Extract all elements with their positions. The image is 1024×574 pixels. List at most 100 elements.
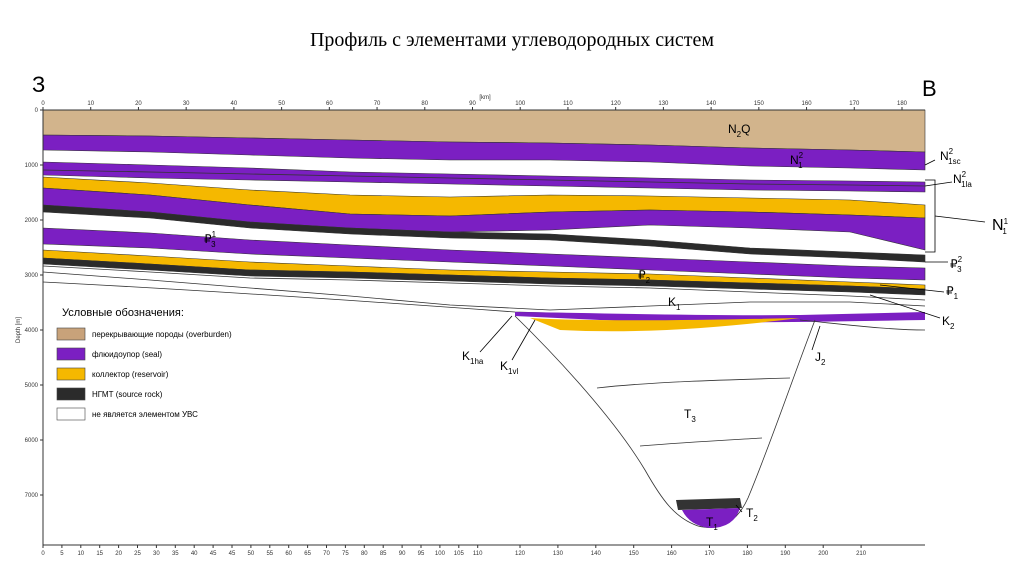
bottom-tick-label: 180 (742, 551, 753, 557)
layer-label: T1 (706, 515, 718, 532)
bottom-tick-label: 40 (191, 551, 198, 557)
bottom-tick-label: 75 (342, 551, 349, 557)
top-tick-label: 30 (183, 101, 190, 107)
label-sup: 2 (958, 255, 963, 264)
bottom-tick-label: 30 (153, 551, 160, 557)
layer-label: K2 (942, 314, 955, 331)
layer (515, 312, 925, 323)
label-main: K (500, 359, 508, 373)
bottom-tick-label: 50 (248, 551, 255, 557)
label-sup: 2 (962, 170, 967, 179)
layer-label: N2 1 (790, 151, 804, 170)
boundary (42, 265, 926, 301)
label-main: K (942, 314, 950, 328)
bottom-tick-label: 5 (60, 551, 64, 557)
top-tick-label: 130 (658, 101, 669, 107)
label-main: K (462, 349, 470, 363)
depth-tick-label: 0 (35, 108, 39, 114)
layer-label: N2 1la (953, 170, 972, 189)
label-main: T (684, 407, 692, 421)
bottom-tick-label: 65 (304, 551, 311, 557)
label-main: T (706, 515, 714, 529)
label-sub: 1 (676, 303, 681, 312)
legend: Условные обозначения: перекрывающие поро… (56, 307, 232, 421)
label-main: ₽ (204, 232, 212, 246)
label-sub: 1vl (508, 367, 518, 376)
label-sub: 1sc (948, 157, 960, 166)
depth-tick-label: 4000 (25, 328, 39, 334)
depth-tick-label: 3000 (25, 273, 39, 279)
top-tick-label: 180 (897, 101, 908, 107)
legend-swatch (56, 347, 86, 361)
layer (42, 257, 926, 296)
legend-item: не является элементом УВС (92, 410, 198, 419)
bottom-tick-label: 130 (553, 551, 564, 557)
top-tick-label: 80 (421, 101, 428, 107)
legend-item: коллектор (reservoir) (92, 370, 169, 379)
layer-label: ₽2 (638, 268, 651, 285)
layer-label: K1 (668, 295, 681, 312)
label-main: T (746, 506, 754, 520)
bottom-tick-label: 190 (780, 551, 791, 557)
bottom-tick-label: 170 (704, 551, 715, 557)
legend-item: перекрывающие породы (overburden) (92, 330, 232, 339)
label-main: K (668, 295, 676, 309)
top-tick-label: 110 (563, 101, 573, 107)
top-tick-label: 160 (802, 101, 813, 107)
boundary (42, 169, 926, 187)
x-unit: [km] (479, 95, 491, 101)
label-main: J (815, 350, 821, 364)
bottom-tick-label: 80 (361, 551, 368, 557)
bottom-tick-label: 25 (134, 551, 141, 557)
top-tick-label: 100 (515, 101, 526, 107)
top-tick-label: 170 (849, 101, 860, 107)
top-tick-label: 90 (469, 101, 476, 107)
bottom-tick-label: 70 (323, 551, 330, 557)
depth-tick-label: 1000 (25, 163, 39, 169)
legend-swatch (56, 387, 86, 401)
top-tick-label: 40 (231, 101, 238, 107)
depth-tick-label: 5000 (25, 383, 39, 389)
bottom-tick-label: 95 (418, 551, 425, 557)
legend-item: флюидоупор (seal) (92, 350, 162, 359)
bottom-tick-label: 140 (591, 551, 602, 557)
layer-label: T3 (684, 407, 696, 424)
layer (530, 318, 800, 332)
top-tick-label: 20 (135, 101, 142, 107)
leaders (479, 159, 986, 513)
layer-label: ₽1 3 (204, 230, 217, 249)
bottom-tick-label: 150 (629, 551, 640, 557)
layer-label: N2 1sc (940, 147, 961, 166)
label-sub: 2 (950, 322, 955, 331)
top-tick-label: 50 (278, 101, 285, 107)
legend-swatch (56, 367, 86, 381)
bottom-tick-label: 200 (818, 551, 829, 557)
label-main: N (953, 172, 962, 186)
layer-label: N2Q (728, 122, 750, 139)
bottom-tick-label: 45 (229, 551, 236, 557)
title: Профиль с элементами углеводородных сист… (310, 29, 714, 51)
label-main: N (940, 149, 949, 163)
label-main: N (728, 122, 737, 136)
label-sup: 1 (1004, 217, 1009, 226)
label-sub: 3 (211, 240, 216, 249)
boundary (42, 271, 926, 311)
bottom-tick-label: 35 (172, 551, 179, 557)
top-tick-label: 0 (41, 101, 45, 107)
label-main: ₽ (638, 268, 646, 282)
legend-item: НГМТ (source rock) (92, 390, 163, 399)
top-tick-label: 120 (611, 101, 622, 107)
layer-label: N1 1 (992, 217, 1009, 236)
label-main: N (992, 217, 1004, 234)
label-sub: 2 (646, 276, 651, 285)
label-rest: Q (741, 122, 750, 136)
bottom-tick-label: 110 (473, 551, 483, 557)
label-main: ₽ (946, 284, 954, 298)
basin (514, 315, 816, 528)
bottom-tick-label: 15 (96, 551, 103, 557)
label-sub: 1la (961, 180, 972, 189)
label-sub: 1 (713, 523, 718, 532)
label-sub: 2 (753, 514, 758, 523)
